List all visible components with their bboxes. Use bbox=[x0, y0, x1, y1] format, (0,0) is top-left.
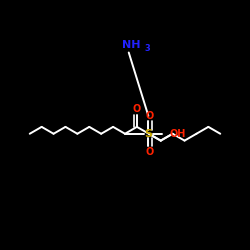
Text: O: O bbox=[145, 146, 154, 156]
Text: 3: 3 bbox=[145, 44, 150, 53]
Text: NH: NH bbox=[122, 40, 141, 50]
Text: O: O bbox=[145, 111, 154, 121]
Text: S: S bbox=[144, 129, 152, 139]
Text: OH: OH bbox=[170, 129, 186, 139]
Text: O: O bbox=[132, 104, 140, 114]
